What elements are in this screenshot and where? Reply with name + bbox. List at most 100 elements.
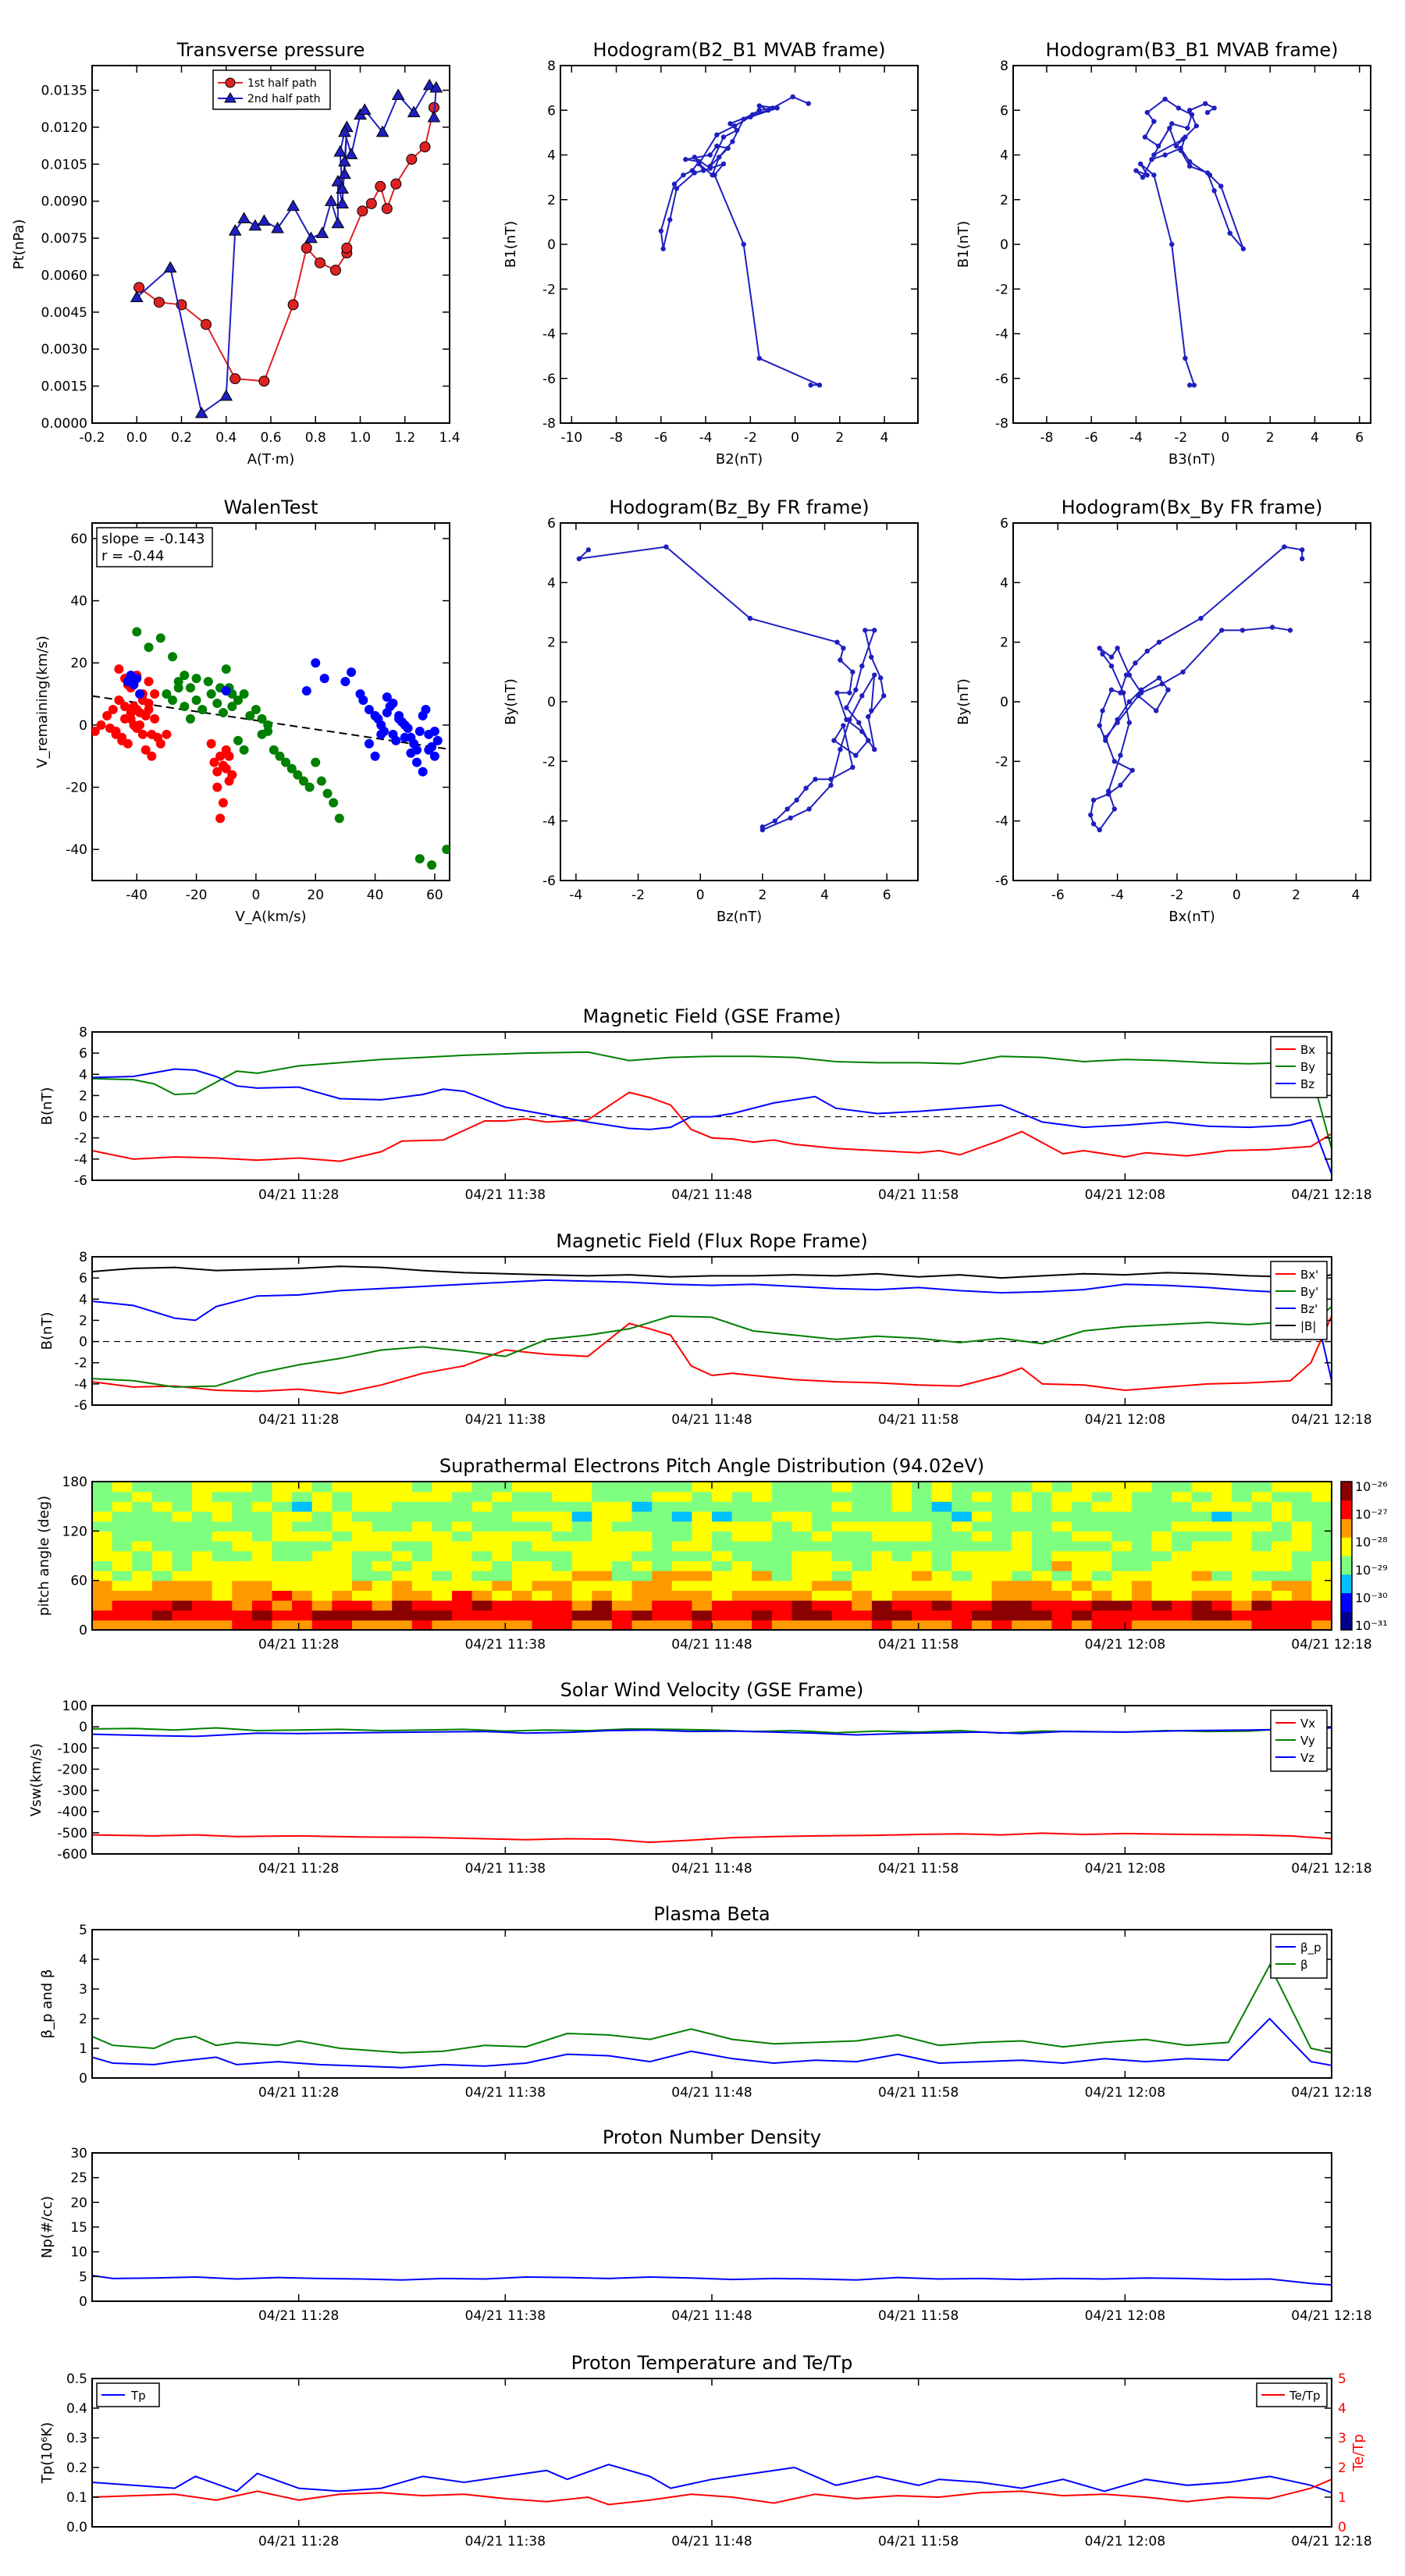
heatmap-cell	[132, 1571, 153, 1582]
heatmap-cell	[471, 1560, 493, 1571]
heatmap-cell	[791, 1590, 813, 1601]
data-point	[391, 735, 401, 745]
heatmap-cell	[931, 1541, 952, 1552]
heatmap-cell	[532, 1560, 553, 1571]
y-tick-label: 180	[62, 1475, 87, 1490]
data-point	[132, 704, 142, 714]
heatmap-cell	[532, 1580, 553, 1591]
heatmap-cell	[1031, 1541, 1053, 1552]
heatmap-cell	[631, 1531, 653, 1542]
heatmap-cell	[852, 1531, 873, 1542]
heatmap-cell	[372, 1511, 393, 1522]
heatmap-cell	[1272, 1590, 1293, 1601]
x-tick-label: 04/21 12:08	[1085, 1187, 1165, 1203]
heatmap-cell	[292, 1521, 313, 1532]
x-tick-label: 04/21 12:08	[1085, 2534, 1165, 2549]
heatmap-cell	[731, 1590, 752, 1601]
heatmap-cell	[151, 1580, 173, 1591]
heatmap-cell	[791, 1620, 813, 1630]
heatmap-cell	[332, 1511, 353, 1522]
heatmap-cell	[1251, 1600, 1272, 1611]
heatmap-cell	[492, 1482, 513, 1493]
colorbar-segment	[1341, 1574, 1352, 1593]
heatmap-cell	[592, 1521, 613, 1532]
heatmap-cell	[1031, 1600, 1053, 1611]
heatmap-cell	[471, 1590, 493, 1601]
heatmap-cell	[592, 1600, 613, 1611]
chart-title: Hodogram(Bx_By FR frame)	[1062, 496, 1323, 518]
data-point	[790, 94, 795, 100]
data-point	[150, 689, 160, 699]
heatmap-cell	[1251, 1590, 1272, 1601]
heatmap-cell	[1272, 1580, 1293, 1591]
series-line	[1090, 546, 1304, 831]
y2-tick-label: 1	[1338, 2490, 1346, 2506]
heatmap-cell	[1172, 1531, 1193, 1542]
heatmap-cell	[1151, 1610, 1172, 1621]
heatmap-cell	[1172, 1620, 1193, 1630]
data-point	[168, 652, 178, 662]
annotation-box	[96, 527, 213, 568]
heatmap-cell	[212, 1600, 233, 1611]
heatmap-cell	[652, 1501, 673, 1512]
annotation-r: r = -0.44	[101, 548, 165, 564]
heatmap-cell	[151, 1501, 173, 1512]
heatmap-cell	[692, 1550, 713, 1561]
heatmap-cell	[692, 1491, 713, 1502]
heatmap-cell	[172, 1620, 193, 1630]
heatmap-cell	[92, 1600, 113, 1611]
x-axis-label: Bz(nT)	[717, 909, 762, 925]
heatmap-cell	[151, 1560, 173, 1571]
data-point	[388, 698, 398, 708]
y-axis-label: B1(nT)	[503, 221, 519, 268]
data-point	[1282, 544, 1287, 550]
y-tick-label: -4	[542, 814, 556, 830]
x-tick-label: 04/21 11:48	[671, 1412, 752, 1428]
heatmap-cell	[1272, 1571, 1293, 1582]
heatmap-cell	[292, 1580, 313, 1591]
data-point	[1105, 788, 1112, 794]
heatmap-cell	[511, 1571, 533, 1582]
y-tick-label: 0.0000	[41, 416, 87, 432]
data-point	[311, 658, 321, 668]
heatmap-cell	[1231, 1610, 1253, 1621]
heatmap-cell	[1112, 1590, 1133, 1601]
heatmap-cell	[951, 1571, 973, 1582]
x-tick-label: -4	[1129, 430, 1143, 446]
data-point	[1144, 173, 1150, 178]
heatmap-cell	[1012, 1571, 1033, 1582]
heatmap-cell	[852, 1610, 873, 1621]
heatmap-cell	[212, 1501, 233, 1512]
heatmap-cell	[1051, 1531, 1072, 1542]
heatmap-cell	[1091, 1511, 1112, 1522]
data-point	[221, 686, 231, 696]
data-point	[1218, 183, 1224, 189]
data-point	[1108, 654, 1115, 660]
heatmap-cell	[852, 1491, 873, 1502]
heatmap-cell	[1231, 1550, 1253, 1561]
y-tick-label: -4	[995, 814, 1008, 830]
data-point	[429, 726, 439, 736]
data-point	[319, 674, 329, 684]
data-point	[850, 669, 855, 675]
data-point	[707, 163, 713, 169]
y-tick-label: 8	[1000, 59, 1008, 74]
heatmap-cell	[791, 1531, 813, 1542]
data-point	[137, 729, 148, 739]
heatmap-cell	[492, 1531, 513, 1542]
y2-tick-label: 3	[1338, 2431, 1346, 2446]
x-tick-label: 6	[1355, 430, 1364, 446]
heatmap-cell	[372, 1571, 393, 1582]
heatmap-cell	[592, 1501, 613, 1512]
heatmap-cell	[1112, 1531, 1133, 1542]
heatmap-cell	[631, 1501, 653, 1512]
heatmap-cell	[311, 1511, 333, 1522]
heatmap-cell	[951, 1521, 973, 1532]
heatmap-cell	[112, 1541, 133, 1552]
heatmap-cell	[771, 1560, 793, 1571]
heatmap-cell	[1251, 1511, 1272, 1522]
data-point	[212, 698, 222, 708]
heatmap-cell	[192, 1571, 213, 1582]
heatmap-cell	[771, 1511, 793, 1522]
data-point	[880, 693, 887, 699]
